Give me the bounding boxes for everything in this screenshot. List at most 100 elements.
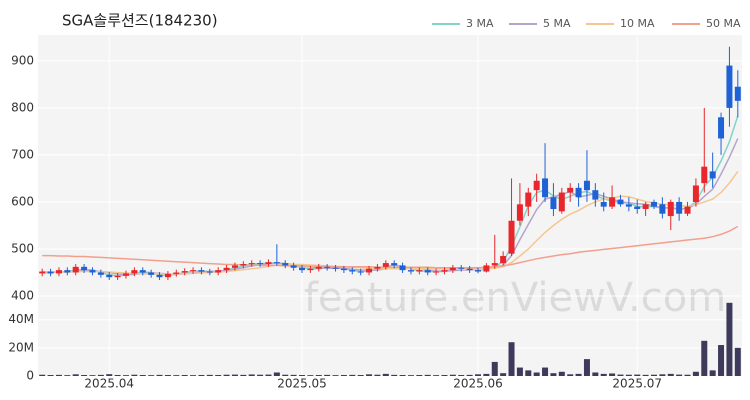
volume-bar [324,374,331,376]
chart-title: SGA솔루션즈(184230) [62,12,218,30]
volume-bar [642,374,649,376]
candle-body [181,271,188,273]
candle-body [667,201,674,217]
volume-bar [575,373,582,376]
candle-body [89,270,96,273]
candle-body [190,270,197,272]
y-tick-label: 900 [11,53,34,67]
candle-body [273,262,280,264]
legend-label: 50 MA [706,17,741,30]
volume-bar [307,375,314,376]
candle-body [533,180,540,191]
volume-bar [734,347,741,376]
volume-bar [651,374,657,376]
volume-bar [609,373,616,376]
y-tick-label: 400 [11,289,34,303]
candle-body [458,267,465,269]
candle-body [424,270,431,273]
volume-bar [248,374,255,376]
volume-bar [123,375,129,376]
volume-bar [500,373,507,376]
volume-bar [424,374,431,376]
volume-bar [223,374,230,376]
x-tick-label: 2025.04 [84,377,134,391]
candle-body [600,201,607,207]
volume-bar [106,374,113,376]
watermark: feature.enViewV.com [304,275,726,321]
candle-body [567,187,574,193]
volume-bar [190,375,197,376]
candle-body [332,267,339,269]
candle-body [215,270,222,273]
volume-bar [567,374,574,376]
ma-line [42,225,739,269]
candle-body [55,270,62,274]
candle-body [198,270,205,272]
candle-body [164,273,171,278]
candle-body [307,268,314,271]
candle-body [123,273,129,276]
volume-bar [516,367,523,376]
volume-bar [583,359,590,376]
volume-bar [407,375,414,376]
volume-bar [458,375,465,376]
volume-bar [542,367,549,376]
candle-body [97,272,104,275]
volume-bar [156,374,163,376]
candle-body [72,266,79,273]
candle-body [139,270,146,273]
volume-bar [215,375,222,376]
volume-bar [391,374,398,376]
candle-body [709,171,716,179]
candle-body [516,204,523,221]
candle-body [357,271,364,273]
volume-bar [240,374,247,376]
candle-body [575,187,582,198]
volume-bar [366,374,373,376]
candle-body [475,270,481,272]
candle-body [106,274,113,278]
volume-bar [667,373,674,376]
candle-body [47,271,54,274]
candle-body [609,197,616,207]
candle-body [290,265,297,268]
volume-bar [231,374,238,376]
candle-body [257,263,264,265]
volume-bar [433,375,440,376]
volume-tick-label: 40M [8,312,34,326]
y-tick-label: 700 [11,147,34,161]
y-tick-label: 500 [11,241,34,255]
volume-bar [282,374,289,376]
volume-bar [659,374,666,376]
volume-bar [709,370,716,376]
volume-bar [181,375,188,376]
candle-body [416,270,423,272]
volume-bar [173,375,180,376]
candle-body [542,178,549,198]
volume-bar [131,374,138,376]
candle-body [583,180,590,191]
volume-bar [265,374,272,376]
volume-bar [164,375,171,376]
volume-bar [692,371,699,376]
volume-bar [525,370,532,376]
candle-body [692,185,699,202]
volume-bar [340,375,347,376]
candle-body [391,263,398,266]
candle-body [299,267,305,271]
candle-body [684,206,691,214]
volume-bar [349,374,356,376]
volume-bar [382,373,389,376]
volume-bar [449,374,456,376]
candle-body [340,268,347,271]
candle-body [651,201,657,207]
volume-bar [558,371,565,376]
candle-body [366,268,373,273]
candle-body [248,263,255,265]
candle-body [433,271,440,273]
candle-body [726,65,733,108]
volume-bar [72,374,79,376]
candle-body [659,204,666,214]
volume-tick-label: 20M [8,340,34,354]
